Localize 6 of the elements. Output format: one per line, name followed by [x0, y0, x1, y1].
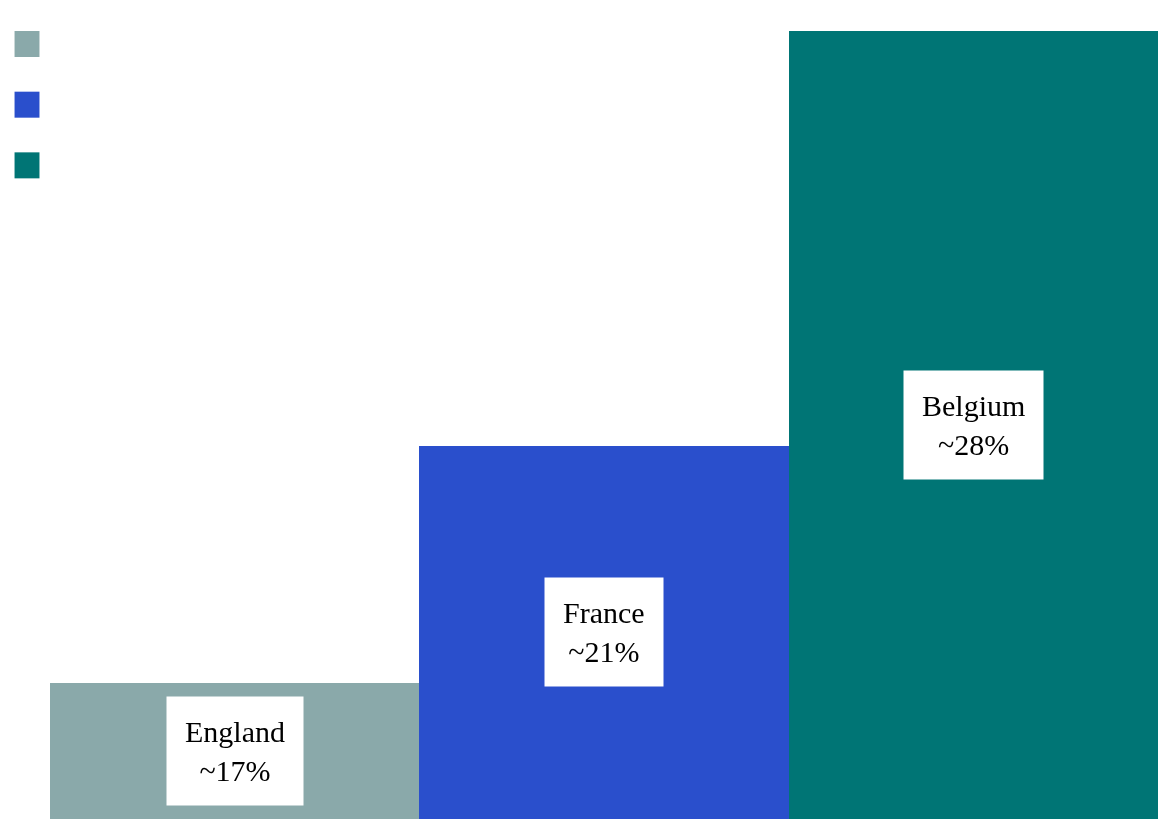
data-label: ~17% — [199, 754, 271, 787]
data-label: ~28% — [938, 428, 1010, 461]
x-tick-label: France — [563, 596, 645, 629]
x-tick-label: England — [185, 715, 285, 748]
x-tick-label: Belgium — [922, 389, 1026, 422]
data-label: ~21% — [568, 635, 640, 668]
